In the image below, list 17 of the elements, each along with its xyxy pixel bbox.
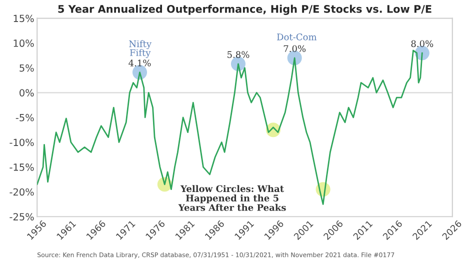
y-tick-label: 10% — [14, 40, 34, 47]
y-tick-label: -20% — [10, 188, 34, 196]
annotation: 8.0% — [411, 40, 434, 48]
y-tick-label: -15% — [10, 164, 34, 171]
y-tick-label: -10% — [10, 138, 34, 146]
y-tick-label: 5% — [20, 64, 34, 72]
annotation: 5.8% — [228, 51, 250, 58]
y-tick-label: -25% — [10, 213, 34, 220]
annotation: 4.1% — [128, 60, 151, 66]
annotation: 7.0% — [284, 45, 306, 52]
y-tick-label: -5% — [16, 114, 34, 122]
annotation: Dot-Com — [277, 33, 317, 40]
y-tick-label: 0% — [20, 89, 34, 96]
y-tick-label: 15% — [14, 14, 34, 22]
chart-title: 5 Year Annualized Outperformance, High P/E Stocks vs. Low P/E — [58, 4, 432, 15]
annotation: Nifty Fifty — [129, 40, 152, 58]
annotation: Yellow Circles: What Happened in the 5 Years After the Peaks — [178, 185, 286, 211]
